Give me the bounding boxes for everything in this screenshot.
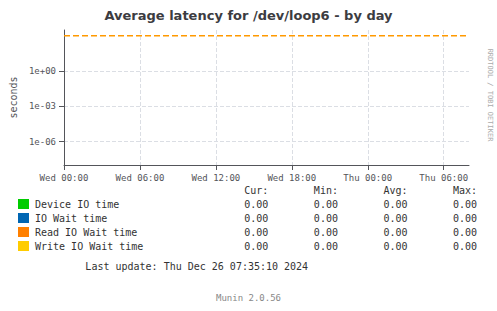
svg-text:Wed 06:00: Wed 06:00 <box>116 173 165 183</box>
svg-text:RRDTOOL / TOBI OETIKER: RRDTOOL / TOBI OETIKER <box>486 49 494 143</box>
svg-text:Munin 2.0.56: Munin 2.0.56 <box>216 293 281 303</box>
svg-text:0.00: 0.00 <box>314 199 338 210</box>
svg-text:Cur:: Cur: <box>244 185 268 196</box>
svg-text:0.00: 0.00 <box>244 227 268 238</box>
svg-text:Avg:: Avg: <box>383 185 407 196</box>
svg-text:Min:: Min: <box>314 185 338 196</box>
svg-text:Average latency for /dev/loop6: Average latency for /dev/loop6 - by day <box>104 8 393 23</box>
svg-text:Wed 00:00: Wed 00:00 <box>40 173 89 183</box>
svg-text:0.00: 0.00 <box>244 213 268 224</box>
svg-text:Device IO time: Device IO time <box>35 199 119 210</box>
svg-text:0.00: 0.00 <box>314 213 338 224</box>
svg-text:0.00: 0.00 <box>244 241 268 252</box>
svg-text:0.00: 0.00 <box>314 227 338 238</box>
svg-text:Last update: Thu Dec 26 07:35:: Last update: Thu Dec 26 07:35:10 2024 <box>85 261 308 272</box>
svg-text:Wed 12:00: Wed 12:00 <box>191 173 240 183</box>
svg-text:Wed 18:00: Wed 18:00 <box>267 173 316 183</box>
svg-text:0.00: 0.00 <box>453 199 477 210</box>
svg-text:0.00: 0.00 <box>383 227 407 238</box>
svg-text:0.00: 0.00 <box>383 213 407 224</box>
svg-text:0.00: 0.00 <box>453 213 477 224</box>
svg-text:1e-03: 1e-03 <box>29 101 56 111</box>
svg-text:0.00: 0.00 <box>383 199 407 210</box>
svg-text:0.00: 0.00 <box>453 241 477 252</box>
svg-text:0.00: 0.00 <box>453 227 477 238</box>
svg-text:IO Wait time: IO Wait time <box>35 213 107 224</box>
svg-text:0.00: 0.00 <box>383 241 407 252</box>
svg-text:0.00: 0.00 <box>244 199 268 210</box>
svg-text:seconds: seconds <box>8 76 19 118</box>
svg-text:Read IO Wait time: Read IO Wait time <box>35 227 137 238</box>
svg-text:Thu 06:00: Thu 06:00 <box>419 173 468 183</box>
svg-text:0.00: 0.00 <box>314 241 338 252</box>
svg-text:1e-06: 1e-06 <box>29 137 56 147</box>
svg-text:Write IO Wait time: Write IO Wait time <box>35 241 143 252</box>
svg-text:Max:: Max: <box>453 185 477 196</box>
svg-text:1e+00: 1e+00 <box>29 66 56 76</box>
svg-text:Thu 00:00: Thu 00:00 <box>343 173 392 183</box>
